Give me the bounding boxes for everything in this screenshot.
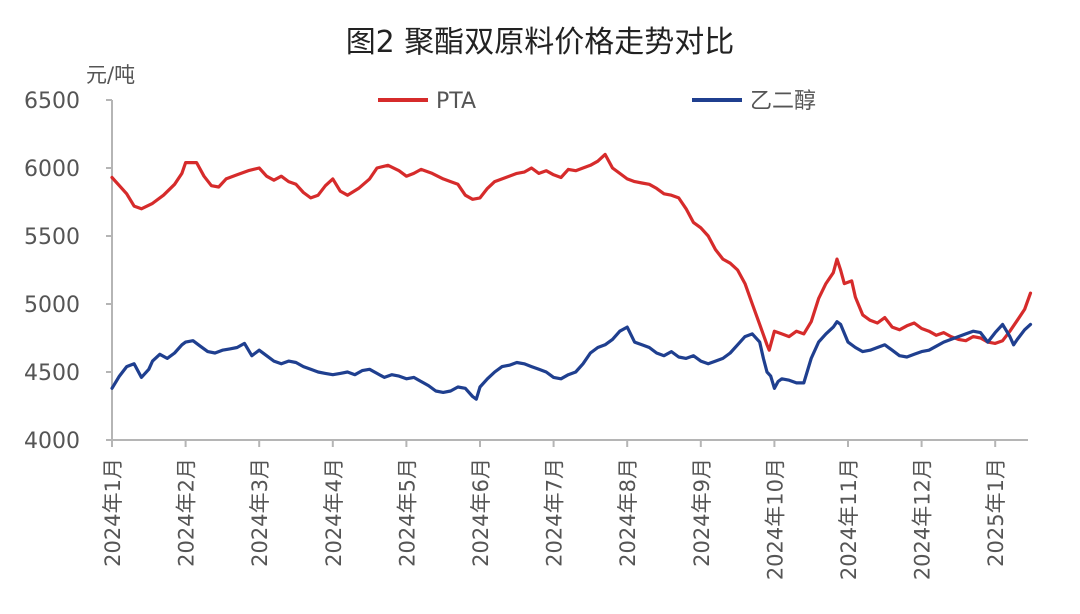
y-tick-label: 6000: [24, 157, 80, 182]
x-tick-label: 2025年1月: [984, 458, 1008, 567]
legend-label: PTA: [436, 89, 476, 114]
x-tick-label: 2024年4月: [322, 458, 346, 567]
y-tick-label: 5500: [24, 225, 80, 250]
axes: 4000 4500 5000 5500 6000 6500 2024年1月 2024年2月 20…: [24, 89, 1028, 580]
x-tick-label: 2024年8月: [616, 458, 640, 567]
x-tick-label: 2024年11月: [837, 458, 861, 580]
y-tick-label: 6500: [24, 89, 80, 114]
x-tick-label: 2024年6月: [469, 458, 493, 567]
x-tick-label: 2024年9月: [690, 458, 714, 567]
legend: PTA 乙二醇: [378, 89, 816, 114]
x-tick-label: 2024年3月: [248, 458, 272, 567]
series-line-pta: [110, 152, 1033, 352]
chart-title: 图2 聚酯双原料价格走势对比: [346, 25, 735, 60]
series-line-meg: [110, 320, 1033, 401]
x-tick-label: 2024年2月: [175, 458, 199, 567]
y-tick-label: 5000: [24, 293, 80, 318]
x-tick-label: 2024年10月: [763, 458, 787, 580]
y-axis-unit-label: 元/吨: [86, 63, 135, 87]
y-tick-label: 4500: [24, 361, 80, 386]
legend-label: 乙二醇: [750, 89, 816, 114]
x-tick-label: 2024年7月: [543, 458, 567, 567]
series-layer: [110, 152, 1033, 401]
x-tick-label: 2024年5月: [395, 458, 419, 567]
x-tick-label: 2024年1月: [101, 458, 125, 567]
x-tick-label: 2024年12月: [911, 458, 935, 580]
y-tick-label: 4000: [24, 429, 80, 454]
